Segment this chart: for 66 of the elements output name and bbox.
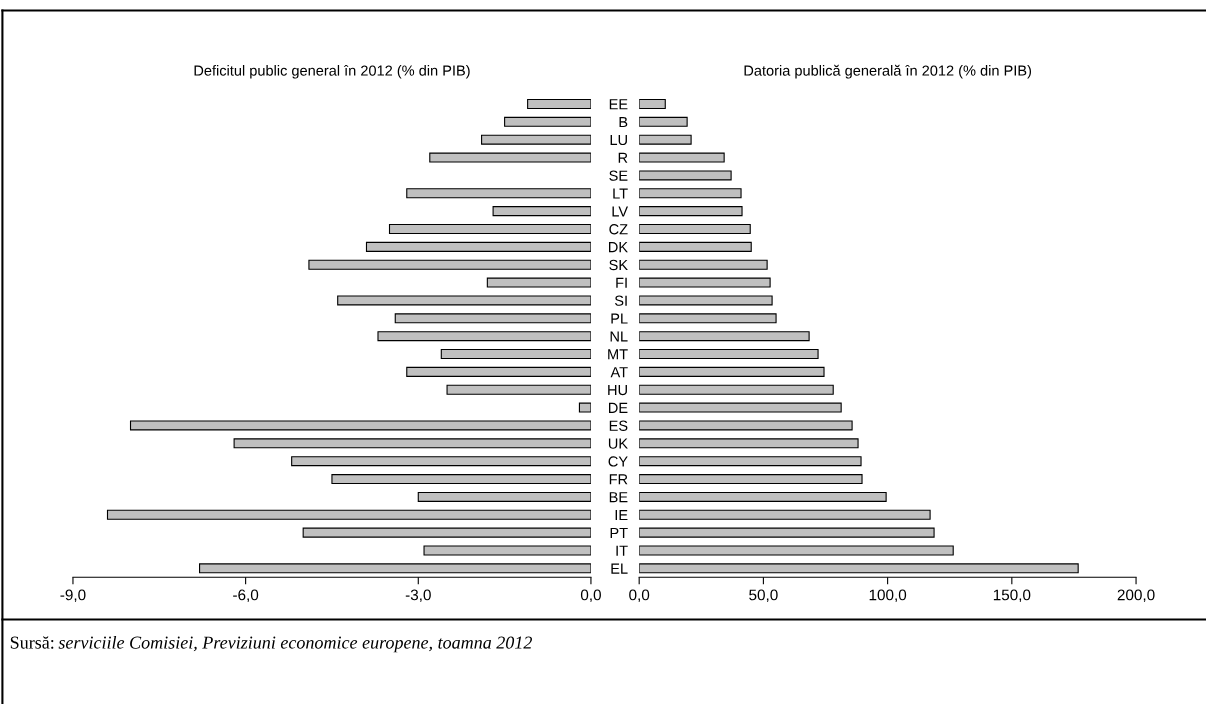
bar [639, 349, 819, 360]
y-tick-label: HU [608, 384, 627, 396]
bar [639, 134, 692, 145]
x-tick-label: 50,0 [749, 589, 778, 603]
bar [639, 170, 732, 181]
y-tick-label: PT [610, 527, 628, 538]
x-tick-label: -9,0 [60, 589, 86, 603]
bar [639, 295, 773, 306]
y-tick-label: NL [610, 331, 628, 342]
text: Sursă: serviciile Comisiei, Previziuni economice europene, toamna 2012 [10, 635, 532, 653]
y-tick-label: FR [609, 474, 628, 485]
y-tick-label: IE [615, 510, 628, 521]
x-tick-label: 200,0 [1117, 589, 1155, 603]
bar [639, 259, 768, 270]
y-tick-label: DE [609, 402, 628, 413]
y-tick-label: ES [609, 420, 628, 431]
chart-title: Datoria publică generală în 2012 (% din PIB) [744, 64, 1032, 79]
x-tick-label: 150,0 [993, 589, 1031, 603]
y-tick-label: FI [616, 277, 627, 288]
y-tick-label: IT [616, 545, 628, 556]
bar [639, 545, 954, 556]
y-tick-label: CZ [609, 224, 628, 235]
bar [639, 241, 752, 252]
y-tick-label: B [619, 117, 628, 128]
bar [639, 313, 777, 324]
y-tick-label: EL [611, 563, 628, 574]
x-tick-label: 0,0 [580, 589, 601, 603]
y-tick-label: AT [610, 367, 628, 378]
bar [639, 456, 862, 467]
x-tick-label: 100,0 [869, 589, 907, 603]
y-tick-label: UK [608, 438, 628, 449]
y-tick-label: EE [609, 99, 628, 110]
bar [639, 384, 834, 395]
y-tick-label: LU [610, 134, 627, 146]
y-tick-label: DK [609, 242, 628, 253]
bar [639, 402, 842, 413]
bar [639, 366, 825, 377]
y-tick-label: SK [609, 259, 628, 271]
bar [639, 277, 771, 288]
bar [639, 206, 743, 217]
bar [639, 474, 863, 485]
y-tick-label: CY [608, 456, 628, 467]
y-tick-label: SI [614, 295, 627, 306]
bar [639, 527, 935, 538]
x-tick-label: -3,0 [405, 589, 431, 603]
y-tick-label: BE [609, 492, 628, 503]
y-tick-label: LT [613, 188, 628, 199]
bar [639, 420, 853, 431]
bar [639, 438, 859, 449]
chart-title: Deficitul public general în 2012 (% din PIB) [194, 64, 470, 79]
bar [639, 152, 725, 163]
bar [639, 331, 810, 342]
y-tick-label: PL [611, 313, 628, 324]
y-tick-label: LV [612, 206, 629, 217]
x-tick-label: -6,0 [233, 589, 259, 603]
y-tick-label: MT [608, 349, 628, 360]
bar [639, 563, 1079, 574]
y-tick-label: SE [609, 170, 628, 181]
x-tick-label: 0,0 [629, 589, 650, 603]
bar [639, 509, 931, 520]
bar [639, 188, 742, 199]
bar [639, 98, 666, 109]
bar [639, 223, 751, 235]
bar [639, 491, 887, 502]
bar [639, 116, 688, 127]
y-tick-label: R [618, 152, 628, 163]
